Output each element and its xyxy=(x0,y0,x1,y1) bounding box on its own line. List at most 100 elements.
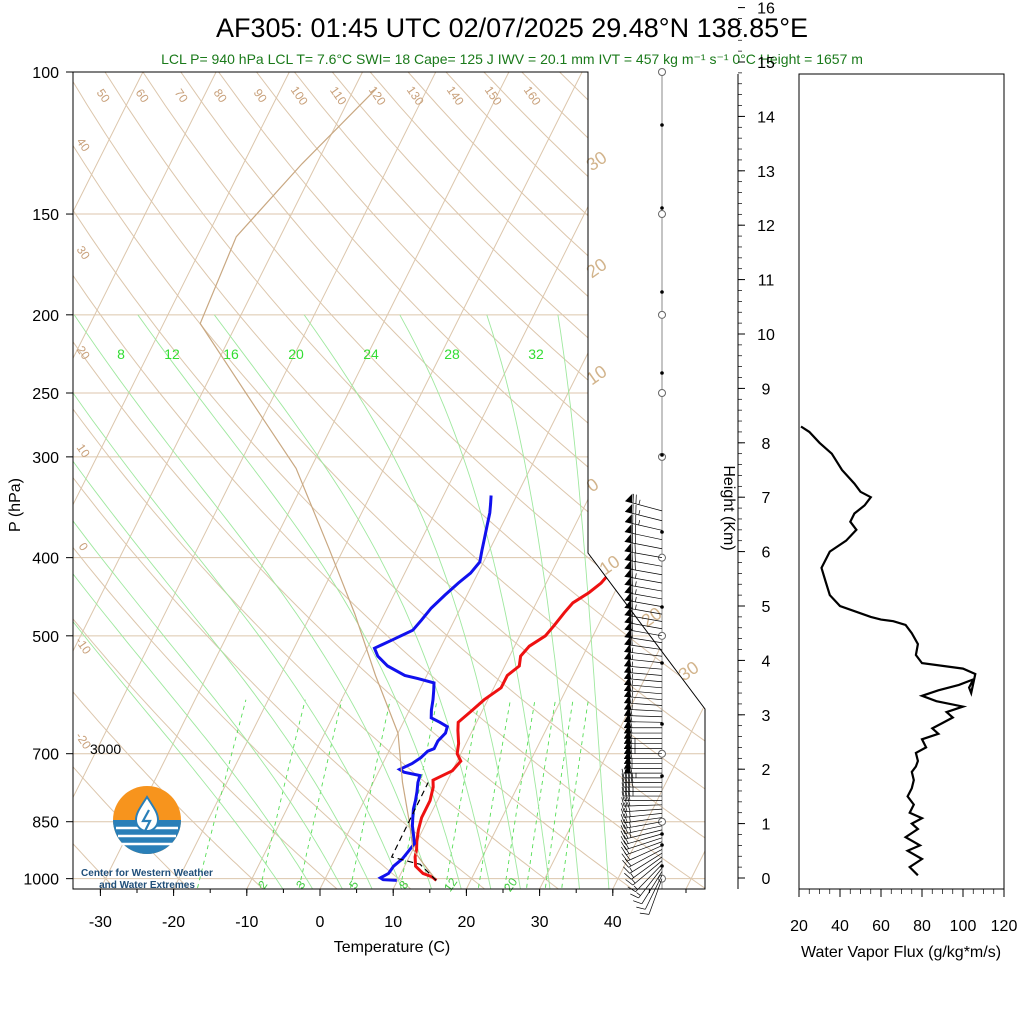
wind-barb-flag xyxy=(621,773,625,783)
isotherm-label: 30 xyxy=(675,657,703,685)
height-tick-label: 14 xyxy=(757,109,775,126)
height-dot xyxy=(660,722,664,726)
logo-text-line1: Center for Western Weather xyxy=(81,868,213,879)
isotherm-line xyxy=(539,72,705,889)
flux-frame xyxy=(798,73,1005,890)
mixing-ratio-line xyxy=(560,699,589,889)
wind-barb-pennant xyxy=(624,560,632,570)
height-dot xyxy=(660,290,664,294)
wind-barb-flag xyxy=(622,860,629,868)
wind-barb xyxy=(624,584,663,592)
flux-panel: 20 40 60 80 100 120 Water Vapor Flux (g/kg*m/… xyxy=(790,73,1017,961)
wind-barb-pennant xyxy=(624,628,632,638)
wind-barb xyxy=(625,833,663,845)
isotherm-label: 140 xyxy=(444,83,467,108)
wind-barb-flag xyxy=(623,866,631,874)
wind-barb-flag xyxy=(636,906,646,910)
x-tick-label: -20 xyxy=(162,914,185,931)
moist-adiabat-line xyxy=(213,314,493,889)
wind-barb xyxy=(625,837,663,850)
wind-barb-pennant xyxy=(624,533,632,543)
wind-barb-half xyxy=(631,647,634,653)
skewt-xlabel: Temperature (C) xyxy=(334,939,450,956)
wind-barb-pennant xyxy=(624,636,632,646)
isotherm-label: 160 xyxy=(521,83,544,108)
wind-barb-flag xyxy=(623,845,630,854)
height-dot xyxy=(660,605,664,609)
wind-barb-flag xyxy=(620,830,626,840)
isotherm-label: 10 xyxy=(583,361,611,389)
wind-barb-flag xyxy=(639,912,650,915)
mixing-ratio-line xyxy=(257,699,306,889)
wind-barb-flag xyxy=(621,791,625,801)
wind-barb-pennant xyxy=(624,599,632,609)
height-axis-label: Height (Km) xyxy=(720,465,737,550)
mixing-ratio-label: 32 xyxy=(528,346,544,362)
dry-adiabat-line xyxy=(180,72,705,889)
wind-barb xyxy=(624,621,663,630)
wind-barb-flag xyxy=(620,819,625,829)
wind-barb xyxy=(623,721,663,723)
y-tick-label: 100 xyxy=(32,65,59,82)
wind-barb-flag xyxy=(621,768,625,778)
dewpoint-profile-line xyxy=(372,495,493,882)
wind-barb-half xyxy=(638,519,641,526)
x-tick-label: 30 xyxy=(531,914,549,931)
wind-barb-flag xyxy=(620,814,625,823)
height-dot xyxy=(660,453,664,457)
dry-adiabat-line xyxy=(483,72,705,889)
logo-text-line2: and Water Extremes xyxy=(99,880,195,891)
chart-subtitle: LCL P= 940 hPa LCL T= 7.6°C SWI= 18 Cape… xyxy=(161,51,863,67)
mixing-ratio-line xyxy=(503,699,536,889)
wind-barb-flag xyxy=(624,872,632,880)
cw3e-logo: Center for Western Weather and Water Ext… xyxy=(81,786,213,891)
height-tick-label: 16 xyxy=(757,1,775,18)
wind-barb-flag xyxy=(630,893,639,899)
isotherm-label: 30 xyxy=(583,147,611,175)
y-tick-label: 700 xyxy=(32,747,59,764)
mixing-ratio-line xyxy=(398,699,438,889)
height-tick-label: 15 xyxy=(757,55,775,72)
chart-title: AF305: 01:45 UTC 02/07/2025 29.48°N 138.… xyxy=(216,13,808,43)
dry-adiabat-line xyxy=(73,72,420,889)
wind-barb xyxy=(627,845,663,862)
wind-barb xyxy=(624,591,663,600)
y-tick-label: 150 xyxy=(32,207,59,224)
wind-barb xyxy=(628,849,663,868)
height-tick-label: 11 xyxy=(758,273,775,290)
height-dot xyxy=(660,123,664,127)
wind-barb-half xyxy=(635,589,637,595)
wind-barb-pennant xyxy=(624,543,632,553)
wind-barb xyxy=(638,867,663,899)
dry-adiabat-line xyxy=(73,72,494,889)
isotherm-label: 80 xyxy=(211,86,230,105)
height-dot xyxy=(660,530,664,534)
height-tick-label: 13 xyxy=(757,164,775,181)
mixing-ratio-line xyxy=(476,699,511,889)
flux-x-tick-label: 40 xyxy=(831,918,849,935)
moist-adiabat-line xyxy=(73,331,347,889)
x-tick-label: 0 xyxy=(316,914,325,931)
wind-barb-flag xyxy=(625,879,634,886)
wind-barb-half xyxy=(636,892,641,896)
moist-adiabat-line xyxy=(557,314,610,889)
isotherm-label: 10 xyxy=(74,441,93,460)
wind-barb-half xyxy=(630,873,634,878)
mixing-ratio-label: 20 xyxy=(501,875,520,894)
wind-barb-half xyxy=(629,832,632,838)
isotherm-line xyxy=(465,72,705,889)
wind-barb-pennant xyxy=(624,614,632,624)
mixing-ratio-label: 12 xyxy=(164,346,180,362)
mixing-ratio-line xyxy=(443,699,480,889)
wind-barb-half xyxy=(629,817,631,823)
wind-barb-flag xyxy=(627,802,631,812)
mixing-ratio-label: 20 xyxy=(288,346,304,362)
wind-barb-flag xyxy=(623,824,629,834)
x-tick-label: 10 xyxy=(384,914,402,931)
dry-adiabat-line xyxy=(369,72,705,889)
mixing-ratio-label: 28 xyxy=(444,346,460,362)
wind-barb-half xyxy=(635,604,637,610)
y-tick-label: 1000 xyxy=(23,872,59,889)
height-marker xyxy=(658,388,666,397)
wind-barb-half xyxy=(629,811,631,817)
